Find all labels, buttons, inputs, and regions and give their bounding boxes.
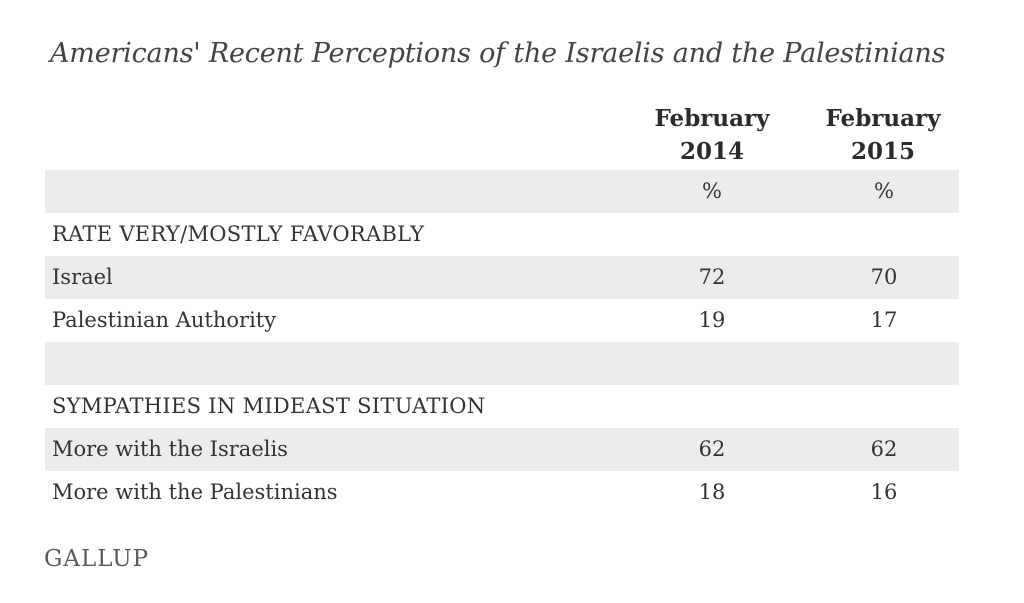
table-row: Israel 72 70: [45, 256, 959, 299]
table-row: Palestinian Authority 19 17: [45, 299, 959, 342]
gallup-logo: GALLUP: [44, 546, 150, 572]
column-header-2015-year: 2015: [850, 138, 915, 165]
row-label: Palestinian Authority: [52, 308, 277, 332]
value-2014: 62: [698, 437, 726, 461]
table-row: More with the Palestinians 18 16: [45, 471, 959, 514]
row-label: Israel: [52, 265, 113, 289]
section-heading-row: SYMPATHIES IN MIDEAST SITUATION: [45, 385, 959, 428]
section-heading-row: RATE VERY/MOSTLY FAVORABLY: [45, 213, 959, 256]
unit-2015: %: [874, 179, 894, 203]
section-heading-sympathies: SYMPATHIES IN MIDEAST SITUATION: [52, 394, 486, 418]
value-2015: 62: [870, 437, 898, 461]
column-header-2014-month: February: [654, 105, 770, 132]
table-row: More with the Israelis 62 62: [45, 428, 959, 471]
value-2015: 17: [870, 308, 898, 332]
row-label: More with the Palestinians: [52, 480, 338, 504]
chart-title: Americans' Recent Perceptions of the Isr…: [50, 38, 946, 69]
value-2014: 19: [698, 308, 726, 332]
column-header-2015: February 2015: [808, 102, 958, 168]
column-header-2014: February 2014: [637, 102, 787, 168]
section-heading-favorability: RATE VERY/MOSTLY FAVORABLY: [52, 222, 425, 246]
unit-row: % %: [45, 170, 959, 213]
unit-2014: %: [702, 179, 722, 203]
row-label: More with the Israelis: [52, 437, 288, 461]
value-2014: 18: [698, 480, 726, 504]
value-2015: 16: [870, 480, 898, 504]
column-header-2014-year: 2014: [679, 138, 744, 165]
column-header-2015-month: February: [825, 105, 941, 132]
value-2015: 70: [870, 265, 898, 289]
value-2014: 72: [698, 265, 726, 289]
spacer-row: [45, 342, 959, 385]
